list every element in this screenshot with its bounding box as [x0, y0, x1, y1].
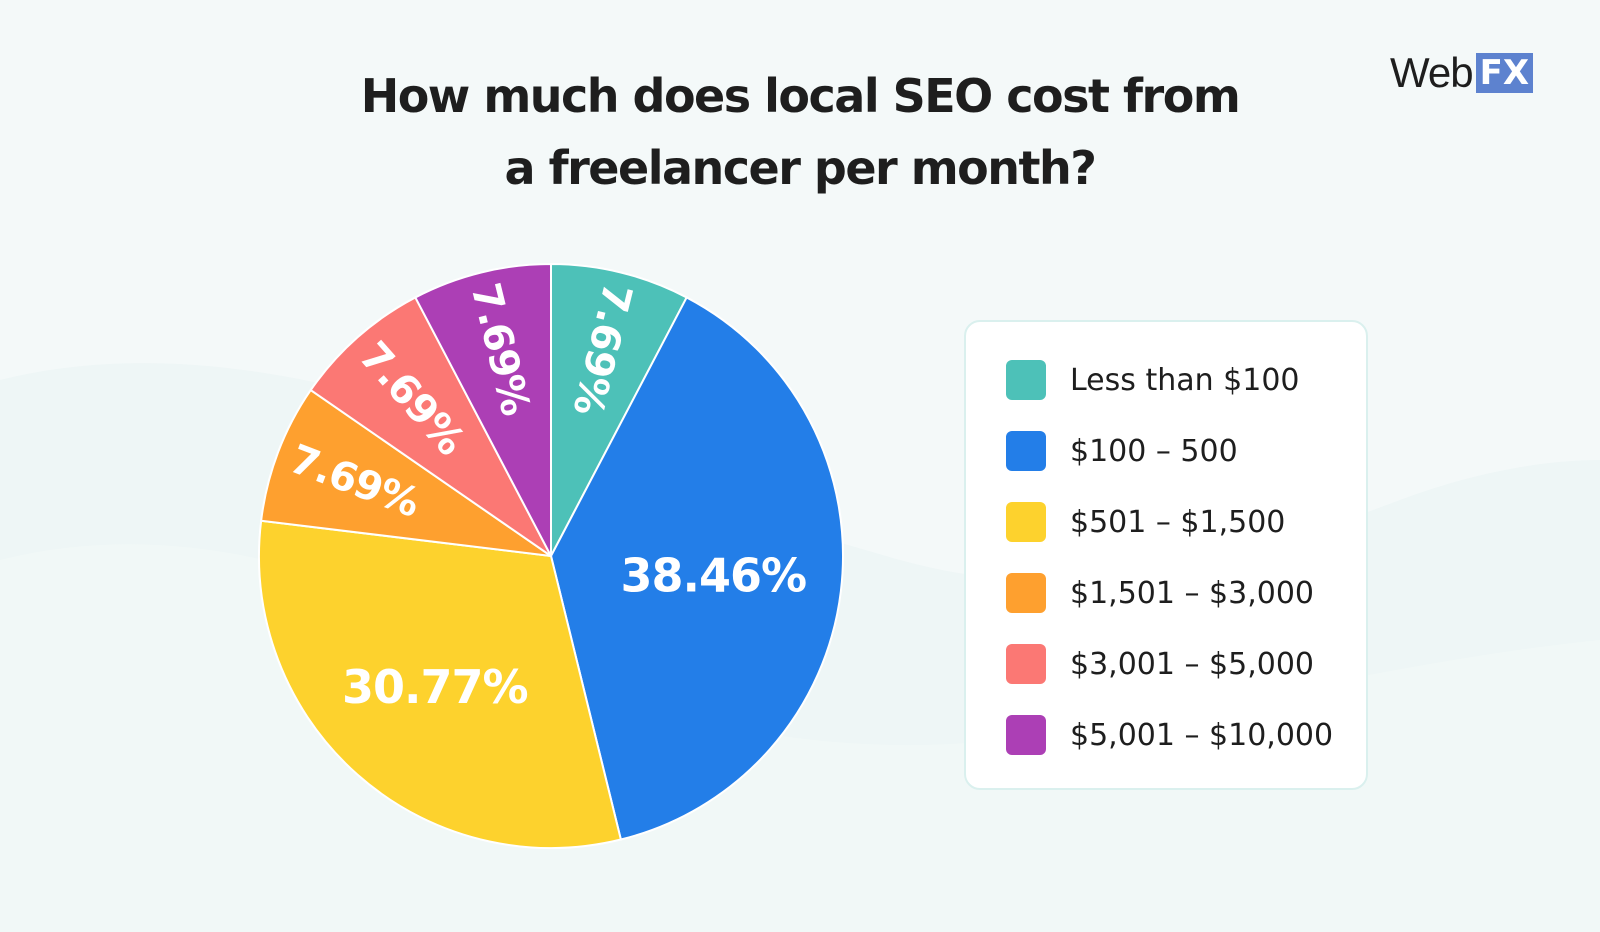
pie-slice-5001-10000: [413, 262, 552, 557]
chart-title: How much does local SEO cost from a free…: [300, 60, 1300, 204]
pie-slice-501-1500: [258, 519, 623, 850]
legend-label: $3,001 – $5,000: [1070, 646, 1315, 682]
legend-item-1501-3000: $1,501 – $3,000: [1006, 573, 1366, 613]
legend-label: Less than $100: [1070, 362, 1300, 398]
legend-item-501-1500: $501 – $1,500: [1006, 502, 1366, 542]
webfx-logo: Web FX: [1390, 49, 1534, 96]
logo-web-text: Web: [1390, 49, 1474, 96]
legend-swatch: [1006, 644, 1046, 684]
legend-label: $501 – $1,500: [1070, 504, 1286, 540]
legend-swatch: [1006, 573, 1046, 613]
logo-fx-text: FX: [1475, 53, 1534, 93]
legend-item-5001-10000: $5,001 – $10,000: [1006, 715, 1366, 755]
legend-label: $1,501 – $3,000: [1070, 575, 1315, 611]
legend-swatch: [1006, 502, 1046, 542]
legend-label: $5,001 – $10,000: [1070, 717, 1334, 753]
pie-slice-100-500: [549, 296, 844, 841]
pie-label-501-1500: 30.77%: [342, 660, 528, 714]
legend-swatch: [1006, 360, 1046, 400]
pie-slices: [258, 262, 844, 850]
chart-title-line-2: a freelancer per month?: [504, 141, 1097, 195]
chart-title-line-1: How much does local SEO cost from: [360, 69, 1241, 123]
legend-item-100-500: $100 – 500: [1006, 431, 1366, 471]
legend-label: $100 – 500: [1070, 433, 1238, 469]
pie-slice-1501-3000: [260, 388, 552, 557]
legend-item-less-than-100: Less than $100: [1006, 360, 1366, 400]
pie-label-100-500: 38.46%: [621, 549, 807, 603]
pie-slice-less-than-100: [550, 262, 689, 557]
legend-swatch: [1006, 431, 1046, 471]
chart-legend: Less than $100 $100 – 500 $501 – $1,500 $1,…: [964, 320, 1368, 790]
legend-item-3001-5000: $3,001 – $5,000: [1006, 644, 1366, 684]
pie-slice-3001-5000: [309, 296, 552, 557]
legend-swatch: [1006, 715, 1046, 755]
